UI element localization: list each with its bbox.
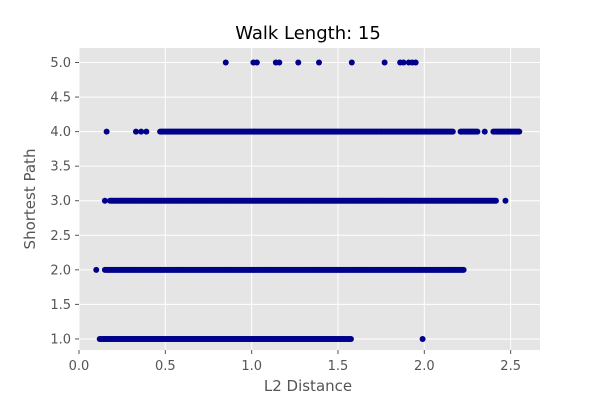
data-point	[276, 59, 283, 66]
data-point	[253, 59, 260, 66]
y-tick-label: 2.5	[50, 229, 71, 244]
data-point	[502, 197, 509, 204]
x-tick-label: 2.0	[414, 359, 435, 374]
data-point	[347, 335, 354, 342]
data-point	[492, 197, 499, 204]
data-point	[516, 128, 523, 135]
data-point	[138, 128, 145, 135]
x-tick-label: 0.5	[155, 359, 176, 374]
data-point	[412, 59, 419, 66]
data-point	[460, 266, 467, 273]
y-tick-label: 4.0	[50, 125, 71, 140]
data-point	[315, 59, 322, 66]
y-tick-label: 3.5	[50, 160, 71, 175]
y-tick-label: 1.5	[50, 298, 71, 313]
y-tick-label: 2.0	[50, 263, 71, 278]
y-tick-label: 4.5	[50, 91, 71, 106]
data-point	[474, 128, 481, 135]
x-tick-label: 2.5	[500, 359, 521, 374]
data-point	[93, 266, 100, 273]
data-points	[93, 59, 523, 342]
data-point	[101, 197, 108, 204]
data-point	[400, 59, 407, 66]
y-tick-label: 5.0	[50, 56, 71, 71]
x-axis-label: L2 Distance	[264, 377, 352, 395]
data-point	[222, 59, 229, 66]
data-point	[348, 59, 355, 66]
axis-ticks: 0.0 0.5 1.0 1.5 2.0 2.5 1.0 1.5 2.0 2.5 3.0 3.5 4.0 4…	[50, 56, 521, 374]
data-point	[143, 128, 150, 135]
data-point	[481, 128, 488, 135]
data-point	[132, 128, 139, 135]
data-point	[103, 128, 110, 135]
data-point	[419, 335, 426, 342]
chart-title: Walk Length: 15	[235, 23, 381, 44]
y-tick-label: 3.0	[50, 194, 71, 209]
data-point	[381, 59, 388, 66]
y-axis-label: Shortest Path	[21, 149, 39, 250]
y-tick-label: 1.0	[50, 332, 71, 347]
x-tick-label: 1.0	[241, 359, 262, 374]
data-point	[449, 128, 456, 135]
x-tick-label: 1.5	[328, 359, 349, 374]
x-tick-label: 0.0	[69, 359, 90, 374]
data-point	[295, 59, 302, 66]
